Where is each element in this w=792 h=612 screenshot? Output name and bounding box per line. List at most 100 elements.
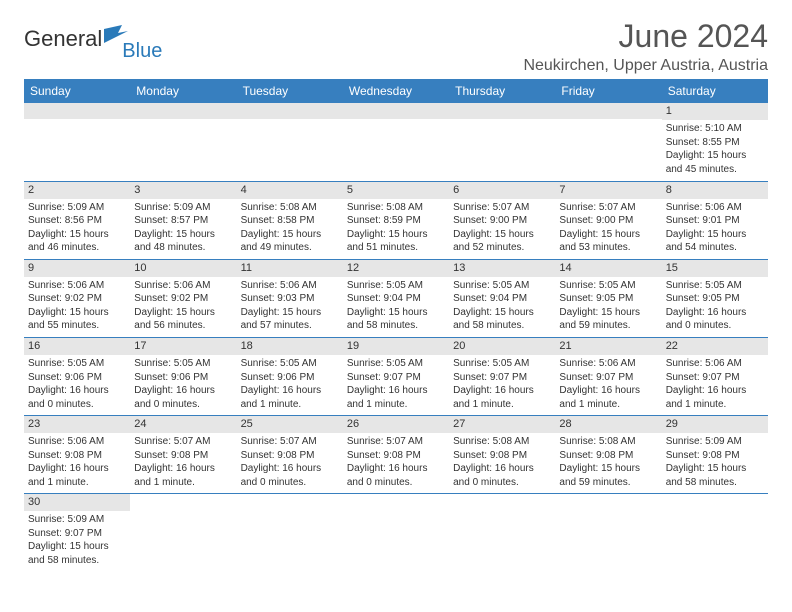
day-number: 2 — [24, 182, 130, 199]
daylight-line: Daylight: 16 hours and 1 minute. — [134, 462, 232, 489]
calendar-cell: 1Sunrise: 5:10 AMSunset: 8:55 PMDaylight… — [662, 103, 768, 181]
day-info: Sunrise: 5:05 AMSunset: 9:04 PMDaylight:… — [343, 277, 449, 337]
day-number: 1 — [662, 103, 768, 120]
daylight-line: Daylight: 16 hours and 0 minutes. — [28, 384, 126, 411]
daylight-line: Daylight: 15 hours and 51 minutes. — [347, 228, 445, 255]
empty-day-header — [343, 103, 449, 119]
day-number: 5 — [343, 182, 449, 199]
calendar-cell: 21Sunrise: 5:06 AMSunset: 9:07 PMDayligh… — [555, 337, 661, 415]
logo-text-general: General — [24, 26, 102, 52]
calendar-cell: 12Sunrise: 5:05 AMSunset: 9:04 PMDayligh… — [343, 259, 449, 337]
calendar-cell — [449, 494, 555, 572]
calendar-cell: 26Sunrise: 5:07 AMSunset: 9:08 PMDayligh… — [343, 416, 449, 494]
sunrise-line: Sunrise: 5:08 AM — [347, 201, 445, 215]
day-info: Sunrise: 5:05 AMSunset: 9:06 PMDaylight:… — [130, 355, 236, 415]
sunrise-line: Sunrise: 5:08 AM — [559, 435, 657, 449]
sunset-line: Sunset: 9:08 PM — [666, 449, 764, 463]
day-info: Sunrise: 5:07 AMSunset: 9:08 PMDaylight:… — [343, 433, 449, 493]
daylight-line: Daylight: 16 hours and 1 minute. — [28, 462, 126, 489]
sunset-line: Sunset: 9:08 PM — [347, 449, 445, 463]
calendar-cell: 13Sunrise: 5:05 AMSunset: 9:04 PMDayligh… — [449, 259, 555, 337]
weekday-header: Sunday — [24, 79, 130, 103]
day-info: Sunrise: 5:09 AMSunset: 9:08 PMDaylight:… — [662, 433, 768, 493]
calendar-cell — [662, 494, 768, 572]
sunset-line: Sunset: 9:07 PM — [347, 371, 445, 385]
sunrise-line: Sunrise: 5:07 AM — [453, 201, 551, 215]
daylight-line: Daylight: 15 hours and 46 minutes. — [28, 228, 126, 255]
weekday-header: Saturday — [662, 79, 768, 103]
sunrise-line: Sunrise: 5:05 AM — [453, 357, 551, 371]
sunset-line: Sunset: 9:00 PM — [453, 214, 551, 228]
sunrise-line: Sunrise: 5:07 AM — [559, 201, 657, 215]
daylight-line: Daylight: 16 hours and 0 minutes. — [241, 462, 339, 489]
sunrise-line: Sunrise: 5:07 AM — [134, 435, 232, 449]
logo: General Blue — [24, 26, 170, 52]
sunrise-line: Sunrise: 5:09 AM — [666, 435, 764, 449]
sunrise-line: Sunrise: 5:05 AM — [241, 357, 339, 371]
day-info: Sunrise: 5:05 AMSunset: 9:07 PMDaylight:… — [449, 355, 555, 415]
day-info: Sunrise: 5:06 AMSunset: 9:02 PMDaylight:… — [130, 277, 236, 337]
daylight-line: Daylight: 16 hours and 0 minutes. — [453, 462, 551, 489]
day-number: 21 — [555, 338, 661, 355]
day-number: 4 — [237, 182, 343, 199]
day-number: 8 — [662, 182, 768, 199]
daylight-line: Daylight: 16 hours and 0 minutes. — [134, 384, 232, 411]
daylight-line: Daylight: 16 hours and 1 minute. — [666, 384, 764, 411]
sunset-line: Sunset: 9:05 PM — [666, 292, 764, 306]
weekday-header: Wednesday — [343, 79, 449, 103]
day-number: 27 — [449, 416, 555, 433]
sunset-line: Sunset: 8:59 PM — [347, 214, 445, 228]
day-info: Sunrise: 5:06 AMSunset: 9:07 PMDaylight:… — [662, 355, 768, 415]
sunset-line: Sunset: 9:04 PM — [453, 292, 551, 306]
day-number: 11 — [237, 260, 343, 277]
day-info: Sunrise: 5:06 AMSunset: 9:02 PMDaylight:… — [24, 277, 130, 337]
sunset-line: Sunset: 9:00 PM — [559, 214, 657, 228]
day-info: Sunrise: 5:05 AMSunset: 9:05 PMDaylight:… — [555, 277, 661, 337]
sunset-line: Sunset: 9:08 PM — [559, 449, 657, 463]
weekday-header: Thursday — [449, 79, 555, 103]
sunset-line: Sunset: 8:55 PM — [666, 136, 764, 150]
weekday-header: Tuesday — [237, 79, 343, 103]
sunrise-line: Sunrise: 5:06 AM — [28, 279, 126, 293]
daylight-line: Daylight: 16 hours and 0 minutes. — [347, 462, 445, 489]
daylight-line: Daylight: 15 hours and 54 minutes. — [666, 228, 764, 255]
day-info: Sunrise: 5:07 AMSunset: 9:08 PMDaylight:… — [130, 433, 236, 493]
day-number: 29 — [662, 416, 768, 433]
sunrise-line: Sunrise: 5:05 AM — [347, 279, 445, 293]
sunset-line: Sunset: 9:02 PM — [28, 292, 126, 306]
daylight-line: Daylight: 15 hours and 48 minutes. — [134, 228, 232, 255]
calendar-cell: 30Sunrise: 5:09 AMSunset: 9:07 PMDayligh… — [24, 494, 130, 572]
day-number: 12 — [343, 260, 449, 277]
sunrise-line: Sunrise: 5:06 AM — [134, 279, 232, 293]
daylight-line: Daylight: 16 hours and 1 minute. — [453, 384, 551, 411]
daylight-line: Daylight: 15 hours and 52 minutes. — [453, 228, 551, 255]
calendar-cell — [343, 494, 449, 572]
calendar-cell: 2Sunrise: 5:09 AMSunset: 8:56 PMDaylight… — [24, 181, 130, 259]
calendar-cell — [24, 103, 130, 181]
sunrise-line: Sunrise: 5:06 AM — [28, 435, 126, 449]
day-info: Sunrise: 5:09 AMSunset: 8:56 PMDaylight:… — [24, 199, 130, 259]
sunrise-line: Sunrise: 5:06 AM — [666, 201, 764, 215]
weekday-header: Friday — [555, 79, 661, 103]
day-number: 23 — [24, 416, 130, 433]
sunset-line: Sunset: 9:04 PM — [347, 292, 445, 306]
daylight-line: Daylight: 15 hours and 58 minutes. — [347, 306, 445, 333]
day-number: 14 — [555, 260, 661, 277]
calendar-cell: 3Sunrise: 5:09 AMSunset: 8:57 PMDaylight… — [130, 181, 236, 259]
daylight-line: Daylight: 15 hours and 59 minutes. — [559, 306, 657, 333]
calendar-cell: 5 Sunrise: 5:08 AMSunset: 8:59 PMDaylight… — [343, 181, 449, 259]
calendar-cell: 4Sunrise: 5:08 AMSunset: 8:58 PMDaylight… — [237, 181, 343, 259]
day-info: Sunrise: 5:09 AMSunset: 8:57 PMDaylight:… — [130, 199, 236, 259]
day-number: 22 — [662, 338, 768, 355]
header: General Blue June 2024 Neukirchen, Upper… — [24, 18, 768, 75]
sunset-line: Sunset: 9:07 PM — [453, 371, 551, 385]
sunrise-line: Sunrise: 5:09 AM — [28, 513, 126, 527]
sunrise-line: Sunrise: 5:09 AM — [28, 201, 126, 215]
sunset-line: Sunset: 9:07 PM — [28, 527, 126, 541]
calendar-cell: 27Sunrise: 5:08 AMSunset: 9:08 PMDayligh… — [449, 416, 555, 494]
sunrise-line: Sunrise: 5:05 AM — [28, 357, 126, 371]
calendar-cell: 20Sunrise: 5:05 AMSunset: 9:07 PMDayligh… — [449, 337, 555, 415]
day-number: 18 — [237, 338, 343, 355]
sunrise-line: Sunrise: 5:06 AM — [241, 279, 339, 293]
sunrise-line: Sunrise: 5:10 AM — [666, 122, 764, 136]
